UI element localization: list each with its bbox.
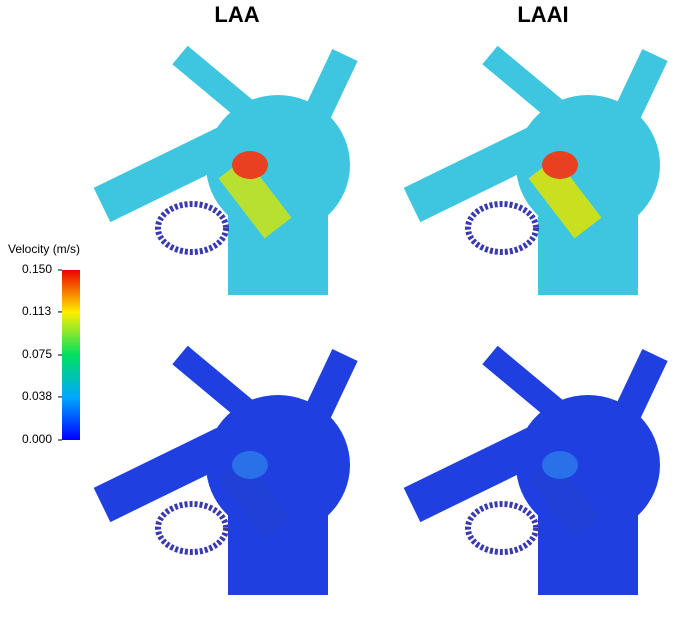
flow-image: [102, 355, 350, 595]
column-title: LAA: [214, 2, 259, 27]
colorbar: [62, 270, 80, 440]
flow-image: [102, 55, 350, 295]
colorbar-tick-label: 0.000: [22, 432, 52, 446]
colorbar-tick-label: 0.038: [22, 389, 52, 403]
colorbar-tick-label: 0.150: [22, 262, 52, 276]
flow-image: [412, 55, 660, 295]
figure: LAA LAAI Velocity (m/s) 0.150 0.113 0.075 0…: [0, 0, 681, 628]
flow-image: [412, 355, 660, 595]
colorbar-tick-label: 0.113: [22, 304, 51, 318]
colorbar-tick-label: 0.075: [22, 347, 52, 361]
column-title: LAAI: [517, 2, 568, 27]
colorbar-title: Velocity (m/s): [8, 242, 80, 256]
